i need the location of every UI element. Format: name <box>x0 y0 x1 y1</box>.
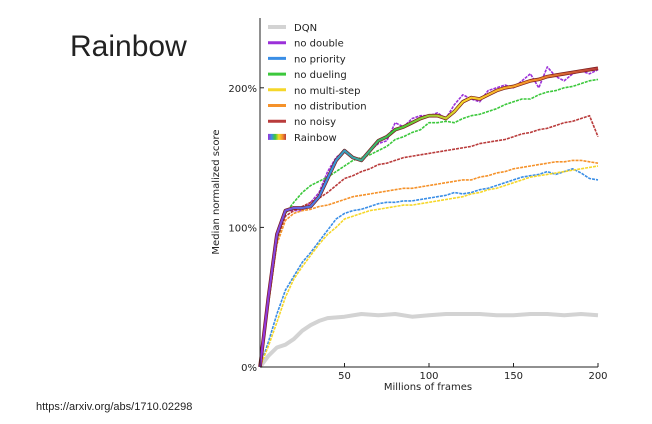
y-tick-label: 100% <box>228 223 257 234</box>
x-tick-label: 150 <box>504 371 523 382</box>
legend-label-dqn: DQN <box>294 23 317 34</box>
x-tick-label: 100 <box>419 371 438 382</box>
series-line-no-distribution <box>259 159 599 368</box>
y-tick-label: 200% <box>228 84 257 95</box>
x-tick-label: 50 <box>338 371 351 382</box>
series-line-rainbow <box>258 67 599 368</box>
series-line-rainbow-outline <box>258 66 599 368</box>
legend-label-no-dueling: no dueling <box>294 70 347 81</box>
legend-label-no-priority: no priority <box>294 54 346 65</box>
series-line-no-multi-step <box>259 165 599 368</box>
source-link[interactable]: https://arxiv.org/abs/1710.02298 <box>36 401 193 413</box>
plot-area <box>258 66 599 369</box>
legend-label-no-multi-step: no multi-step <box>294 86 360 97</box>
legend-label-no-double: no double <box>294 39 344 50</box>
series-line-dqn <box>258 312 599 369</box>
series-line-no-priority <box>259 168 599 368</box>
legend: DQN no double no priority no dueling no mult… <box>268 23 367 144</box>
y-axis-title: Median normalized score <box>211 129 222 254</box>
legend-label-no-noisy: no noisy <box>294 117 336 128</box>
series-line-no-dueling <box>259 78 599 368</box>
legend-swatch-rainbow <box>268 133 286 140</box>
legend-label-no-distribution: no distribution <box>294 102 367 113</box>
legend-label-rainbow: Rainbow <box>294 133 337 144</box>
axes: 50 100 150 200 0% 100% 200% <box>228 18 608 382</box>
series-line-no-noisy <box>259 114 599 368</box>
x-tick-label: 200 <box>588 371 607 382</box>
y-tick-label: 0% <box>241 363 257 374</box>
slide-title: Rainbow <box>70 30 187 63</box>
x-axis-title: Millions of frames <box>384 382 472 393</box>
